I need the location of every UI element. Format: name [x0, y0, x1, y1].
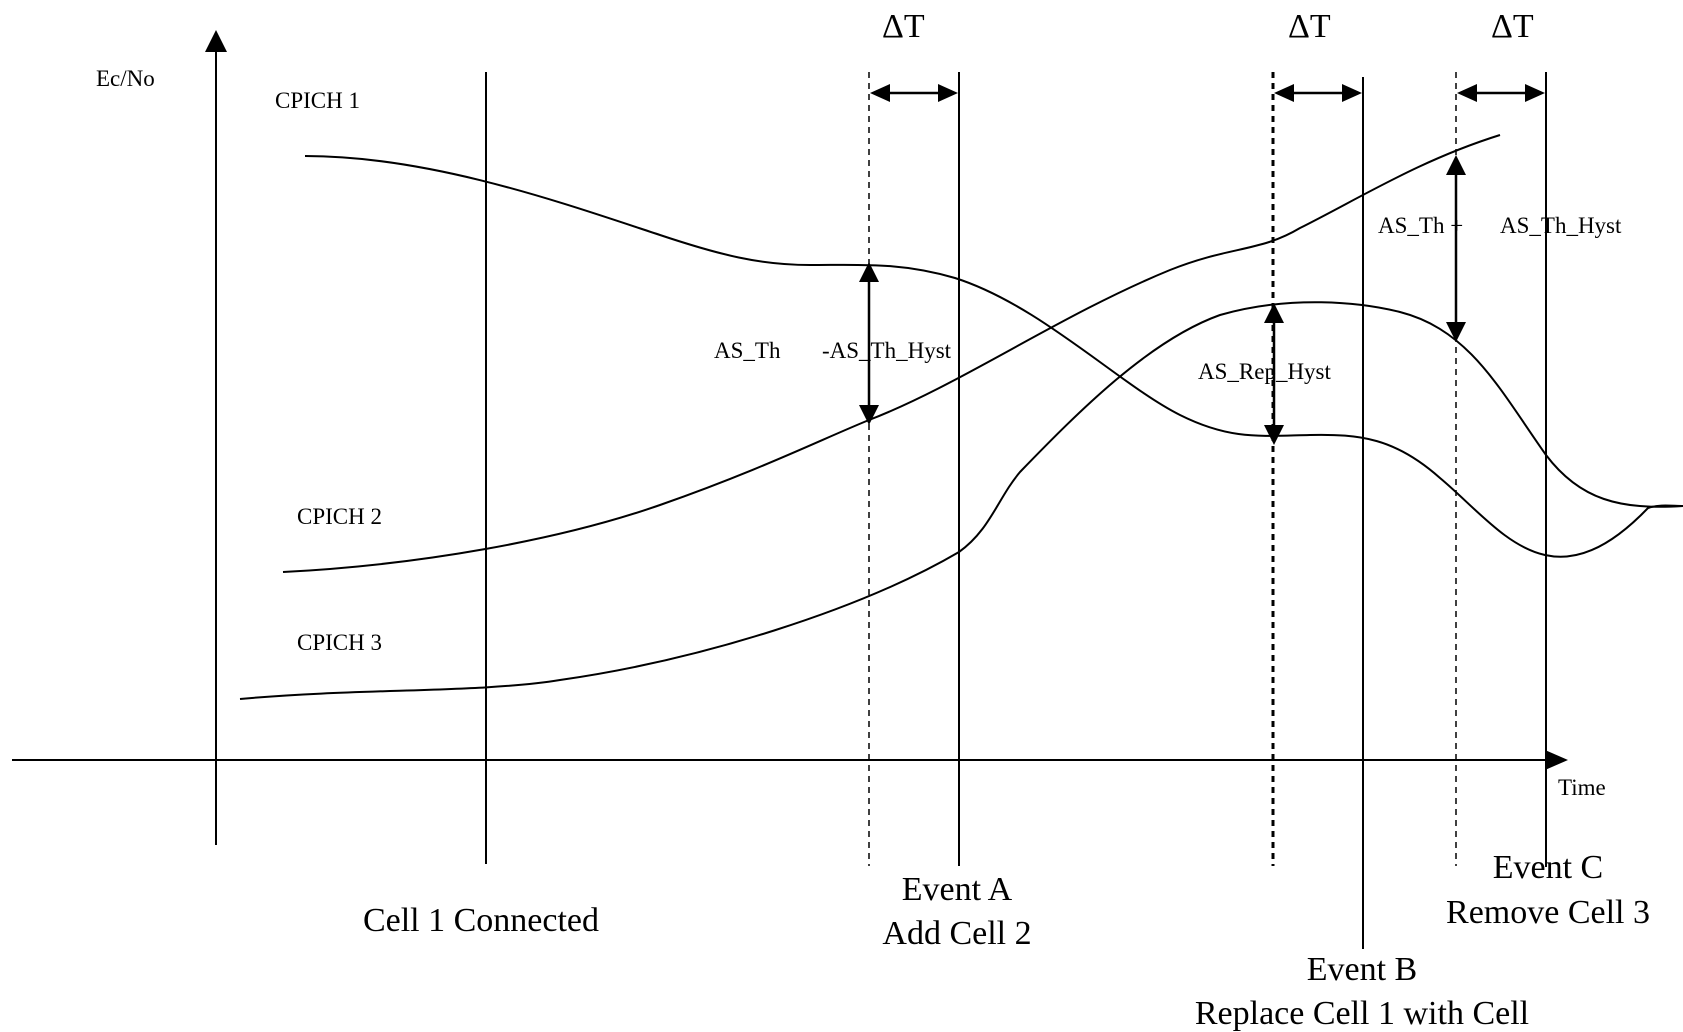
event-lines [485, 72, 1547, 949]
cpich2-curve [282, 134, 1501, 573]
as-rep-hyst-label: AS_Rep_Hyst [1198, 359, 1332, 384]
as-rep-hyst-arrowhead-top [1264, 303, 1284, 323]
cpich3-label: CPICH 3 [297, 630, 382, 655]
as-th-plus-label: AS_Th + [1378, 213, 1463, 238]
delta-t-arrows [870, 84, 1545, 102]
cpich1-label: CPICH 1 [275, 88, 360, 113]
cpich2-label: CPICH 2 [297, 504, 382, 529]
delta-t-arrowhead [1342, 84, 1362, 102]
as-th-hyst-arrowhead-top [859, 262, 879, 282]
as-rep-hyst-arrowhead-bottom [1264, 425, 1284, 445]
cpich3-curve [239, 301, 1683, 700]
delta-t-arrowhead [1457, 84, 1477, 102]
delta-t-label-a: ΔT [882, 8, 925, 45]
curves [239, 134, 1683, 700]
as-th-hyst-label: AS_Th_Hyst [1500, 213, 1622, 238]
delta-t-arrowhead [1274, 84, 1294, 102]
event-c-title: Event C [1493, 849, 1603, 886]
threshold-arrows [859, 155, 1466, 445]
delta-t-arrowhead [938, 84, 958, 102]
cell1-connected-label: Cell 1 Connected [363, 902, 599, 939]
delta-t-arrowhead [1525, 84, 1545, 102]
event-a-desc: Add Cell 2 [882, 915, 1031, 952]
as-th-label: AS_Th [714, 338, 781, 363]
x-axis-arrowhead [1545, 750, 1568, 770]
cpich1-curve [304, 155, 1683, 558]
delta-t-arrowhead [870, 84, 890, 102]
trigger-lines [868, 72, 1457, 866]
axes [12, 30, 1568, 845]
as-th-plus-hyst-arrowhead-top [1446, 155, 1466, 175]
delta-t-label-b: ΔT [1288, 8, 1331, 45]
as-th-hyst-minus-label: -AS_Th_Hyst [822, 338, 952, 363]
event-c-desc: Remove Cell 3 [1446, 894, 1650, 931]
as-th-hyst-arrowhead-bottom [859, 405, 879, 425]
x-axis-label: Time [1558, 775, 1606, 800]
as-th-plus-hyst-arrowhead-bottom [1446, 322, 1466, 342]
y-axis-label: Ec/No [96, 66, 155, 91]
event-b-title: Event B [1307, 951, 1417, 988]
y-axis-arrowhead [205, 30, 227, 52]
delta-t-label-c: ΔT [1491, 8, 1534, 45]
event-b-desc: Replace Cell 1 with Cell [1195, 995, 1529, 1032]
event-a-title: Event A [902, 871, 1013, 908]
